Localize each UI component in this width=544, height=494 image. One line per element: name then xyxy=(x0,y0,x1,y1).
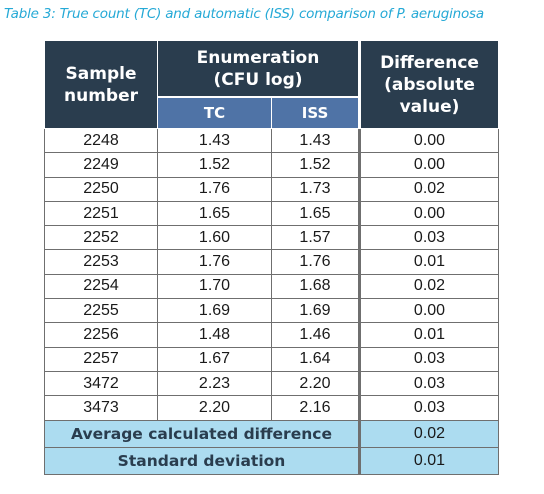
iss-value-cell: 1.43 xyxy=(271,127,360,154)
tc-value-cell: 1.48 xyxy=(157,322,272,348)
iss-value-cell: 1.57 xyxy=(271,225,360,251)
sample-number-cell: 2250 xyxy=(44,176,158,202)
table-header: Sample number Enumeration (CFU log) Diff… xyxy=(44,40,499,129)
summary-value: 0.01 xyxy=(358,446,499,475)
difference-value-cell: 0.02 xyxy=(358,176,499,202)
enumeration-header-line-1: Enumeration xyxy=(196,47,320,68)
tc-value-cell: 1.52 xyxy=(157,152,272,178)
difference-value-cell: 0.00 xyxy=(358,298,499,324)
tc-value-cell: 1.65 xyxy=(157,200,272,227)
table-body: 2248 1.43 1.43 0.00 2249 1.52 1.52 0.00 2250 1.76… xyxy=(44,127,499,475)
difference-value-cell: 0.02 xyxy=(358,273,499,300)
enumeration-header-line-2: (CFU log) xyxy=(213,69,303,90)
comparison-table: Sample number Enumeration (CFU log) Diff… xyxy=(44,40,499,475)
sample-header-line-2: number xyxy=(63,85,138,106)
sample-number-cell: 2249 xyxy=(44,152,158,178)
iss-header: ISS xyxy=(271,96,360,129)
difference-value-cell: 0.00 xyxy=(358,152,499,178)
difference-value-cell: 0.03 xyxy=(358,370,499,397)
iss-value-cell: 1.73 xyxy=(271,176,360,202)
difference-header: Difference (absolute value) xyxy=(358,40,499,129)
difference-header-line-3: value) xyxy=(399,96,460,117)
table-row: 2252 1.60 1.57 0.03 xyxy=(44,225,499,251)
iss-value-cell: 1.68 xyxy=(271,273,360,300)
tc-value-cell: 1.69 xyxy=(157,298,272,324)
header-row-top: Sample number Enumeration (CFU log) Diff… xyxy=(44,40,499,129)
sample-header-line-1: Sample xyxy=(65,63,137,84)
summary-row: Standard deviation 0.01 xyxy=(44,446,499,475)
sample-number-cell: 2256 xyxy=(44,322,158,348)
table-row: 2250 1.76 1.73 0.02 xyxy=(44,176,499,202)
table-row: 3473 2.20 2.16 0.03 xyxy=(44,395,499,421)
table-row: 2254 1.70 1.68 0.02 xyxy=(44,273,499,300)
summary-row: Average calculated difference 0.02 xyxy=(44,419,499,448)
table-row: 2249 1.52 1.52 0.00 xyxy=(44,152,499,178)
difference-header-line-2: (absolute xyxy=(384,74,475,95)
difference-value-cell: 0.00 xyxy=(358,127,499,154)
summary-label: Standard deviation xyxy=(44,446,360,475)
table-caption: Table 3: True count (TC) and automatic (… xyxy=(4,6,484,22)
iss-value-cell: 1.69 xyxy=(271,298,360,324)
sample-number-cell: 2257 xyxy=(44,346,158,372)
difference-value-cell: 0.03 xyxy=(358,346,499,372)
tc-value-cell: 1.43 xyxy=(157,127,272,154)
iss-value-cell: 1.64 xyxy=(271,346,360,372)
tc-value-cell: 1.70 xyxy=(157,273,272,300)
difference-value-cell: 0.03 xyxy=(358,395,499,421)
table-row: 2248 1.43 1.43 0.00 xyxy=(44,127,499,154)
iss-value-cell: 1.65 xyxy=(271,200,360,227)
difference-value-cell: 0.03 xyxy=(358,225,499,251)
tc-value-cell: 1.60 xyxy=(157,225,272,251)
sample-number-cell: 2254 xyxy=(44,273,158,300)
tc-value-cell: 2.23 xyxy=(157,370,272,397)
iss-value-cell: 1.76 xyxy=(271,249,360,275)
sample-number-cell: 2251 xyxy=(44,200,158,227)
iss-value-cell: 2.16 xyxy=(271,395,360,421)
sample-number-cell: 2248 xyxy=(44,127,158,154)
difference-value-cell: 0.01 xyxy=(358,249,499,275)
iss-value-cell: 2.20 xyxy=(271,370,360,397)
table-row: 2253 1.76 1.76 0.01 xyxy=(44,249,499,275)
sample-number-cell: 3473 xyxy=(44,395,158,421)
table-row: 2251 1.65 1.65 0.00 xyxy=(44,200,499,227)
tc-value-cell: 1.67 xyxy=(157,346,272,372)
enumeration-header: Enumeration (CFU log) xyxy=(157,40,360,98)
iss-value-cell: 1.46 xyxy=(271,322,360,348)
sample-number-cell: 3472 xyxy=(44,370,158,397)
difference-header-line-1: Difference xyxy=(380,52,479,73)
difference-value-cell: 0.01 xyxy=(358,322,499,348)
summary-value: 0.02 xyxy=(358,419,499,448)
tc-value-cell: 2.20 xyxy=(157,395,272,421)
header-row-sub: TC ISS xyxy=(45,96,499,129)
table-row: 2255 1.69 1.69 0.00 xyxy=(44,298,499,324)
tc-value-cell: 1.76 xyxy=(157,249,272,275)
table-row: 3472 2.23 2.20 0.03 xyxy=(44,370,499,397)
sample-number-cell: 2252 xyxy=(44,225,158,251)
table-row: 2257 1.67 1.64 0.03 xyxy=(44,346,499,372)
sample-number-cell: 2253 xyxy=(44,249,158,275)
tc-header: TC xyxy=(157,96,272,129)
sample-number-cell: 2255 xyxy=(44,298,158,324)
table-row: 2256 1.48 1.46 0.01 xyxy=(44,322,499,348)
sample-number-header: Sample number xyxy=(44,40,158,129)
difference-value-cell: 0.00 xyxy=(358,200,499,227)
iss-value-cell: 1.52 xyxy=(271,152,360,178)
tc-value-cell: 1.76 xyxy=(157,176,272,202)
summary-label: Average calculated difference xyxy=(44,419,360,448)
